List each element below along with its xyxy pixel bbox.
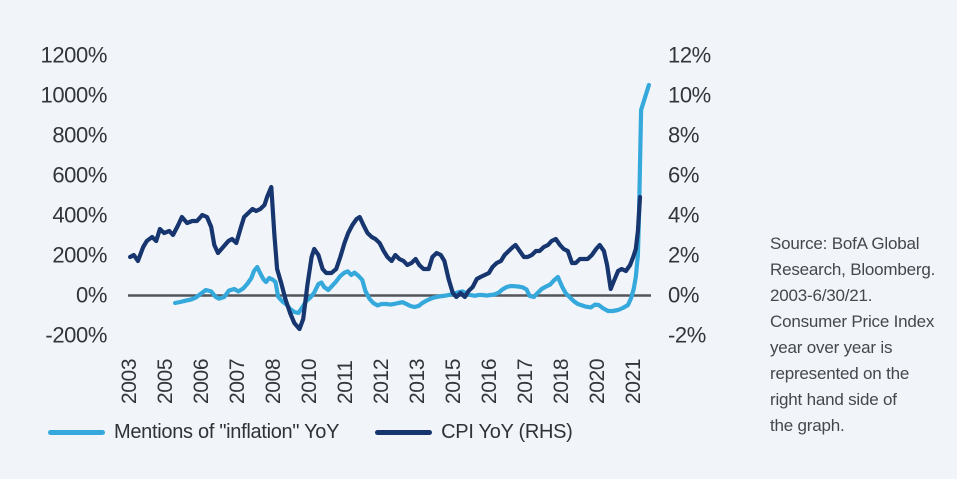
- cpi-line-swatch: [375, 430, 433, 435]
- source-note: Source: BofA Global Research, Bloomberg.…: [770, 234, 936, 435]
- svg-text:2021: 2021: [622, 359, 645, 404]
- svg-text:2008: 2008: [262, 359, 285, 404]
- svg-text:2010: 2010: [298, 359, 321, 404]
- svg-text:0%: 0%: [76, 283, 107, 308]
- svg-text:2003: 2003: [118, 359, 141, 404]
- svg-text:2005: 2005: [154, 359, 177, 404]
- legend-label-mentions: Mentions of "inflation" YoY: [114, 421, 340, 443]
- legend-label-cpi: CPI YoY (RHS): [441, 421, 573, 443]
- svg-text:1000%: 1000%: [40, 83, 107, 108]
- svg-text:2011: 2011: [334, 360, 357, 404]
- svg-text:2%: 2%: [668, 243, 699, 268]
- svg-text:2015: 2015: [442, 359, 465, 404]
- svg-text:2013: 2013: [406, 359, 429, 404]
- svg-text:400%: 400%: [52, 203, 107, 228]
- mentions-line-swatch: [48, 430, 105, 435]
- svg-text:800%: 800%: [52, 123, 107, 148]
- svg-text:2007: 2007: [226, 359, 249, 404]
- svg-text:6%: 6%: [668, 163, 699, 188]
- svg-text:0%: 0%: [668, 283, 699, 308]
- svg-text:2016: 2016: [478, 359, 501, 404]
- svg-text:2020: 2020: [586, 359, 609, 404]
- svg-text:2012: 2012: [370, 359, 393, 404]
- svg-text:-200%: -200%: [45, 323, 107, 348]
- chart-legend: Mentions of "inflation" YoY CPI YoY (RHS…: [48, 421, 573, 444]
- svg-text:2018: 2018: [550, 359, 573, 404]
- svg-text:12%: 12%: [668, 43, 711, 68]
- svg-text:600%: 600%: [52, 163, 107, 188]
- svg-text:-2%: -2%: [668, 323, 706, 348]
- svg-text:1200%: 1200%: [40, 43, 107, 68]
- svg-text:10%: 10%: [668, 83, 711, 108]
- svg-text:2017: 2017: [514, 359, 537, 404]
- svg-text:8%: 8%: [668, 123, 699, 148]
- svg-text:4%: 4%: [668, 203, 699, 228]
- legend-item-cpi: CPI YoY (RHS): [375, 421, 573, 444]
- svg-text:2006: 2006: [190, 359, 213, 404]
- svg-text:200%: 200%: [52, 243, 107, 268]
- legend-item-mentions: Mentions of "inflation" YoY: [48, 421, 339, 444]
